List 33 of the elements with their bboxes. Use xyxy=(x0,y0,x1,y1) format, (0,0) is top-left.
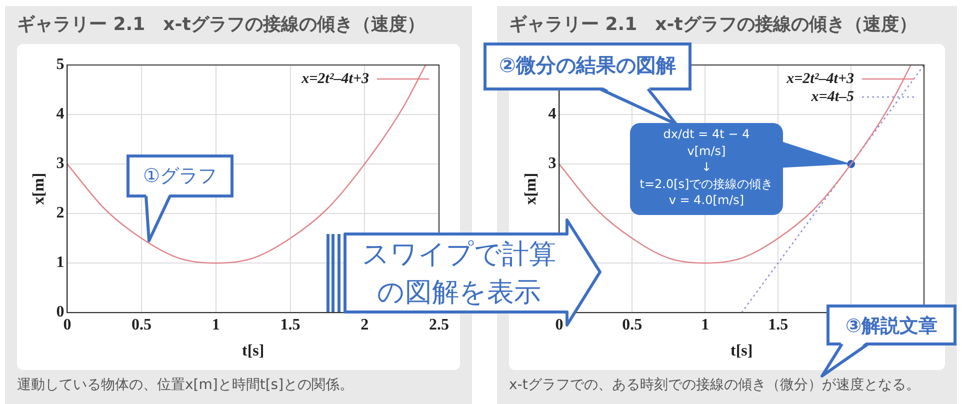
x-tick-label: 1.5 xyxy=(280,316,300,334)
x-tick-label: 2.5 xyxy=(429,316,449,334)
x-tick-label: 0.5 xyxy=(622,316,642,334)
y-axis-title: x[m] xyxy=(30,172,48,205)
x-tick-label: 0.5 xyxy=(132,316,152,334)
annotation: ①グラフ xyxy=(142,164,218,189)
annotation: dx/dt = 4t − 4 v[m/s] ↓ t=2.0[s]での接線の傾き v = 4.0[m/s] xyxy=(638,126,774,208)
x-axis-title: t[s] xyxy=(242,342,264,360)
x-tick-label: 1 xyxy=(701,316,710,334)
y-tick-label: 4 xyxy=(56,106,64,123)
y-tick-label: 4 xyxy=(548,106,556,123)
chart-title: ギャラリー 2.1 x-tグラフの接線の傾き（速度） xyxy=(17,13,425,36)
annotation: スワイプで計算 xyxy=(361,238,557,272)
y-axis-title: x[m] xyxy=(522,172,540,205)
chart-title: ギャラリー 2.1 x-tグラフの接線の傾き（速度） xyxy=(509,13,917,36)
x-tick-label: 1 xyxy=(212,316,220,334)
legend-label: x=2t²–4t+3 xyxy=(786,70,854,87)
y-tick-label: 3 xyxy=(56,155,64,172)
y-tick-label: 2 xyxy=(56,204,64,222)
text: 運動している物体の、位置x[m]と時間t[s]との関係。 xyxy=(17,376,354,394)
annotation: の図解を表示 xyxy=(376,276,542,310)
y-tick-label: 5 xyxy=(56,56,64,74)
x-tick-label: 1.5 xyxy=(768,316,788,334)
annotation: ②微分の結果の図解 xyxy=(498,52,677,79)
x-tick-label: 2 xyxy=(360,316,369,334)
y-tick-label: 3 xyxy=(548,155,556,172)
y-tick-label: 0 xyxy=(56,304,64,321)
y-tick-label: 1 xyxy=(56,254,64,272)
legend-label: x=4t–5 xyxy=(810,88,854,105)
text: x-tグラフでの、ある時刻での接線の傾き（微分）が速度となる。 xyxy=(509,376,920,394)
legend-label: x=2t²–4t+3 xyxy=(300,70,370,87)
text: ③解説文章 xyxy=(844,314,939,339)
x-axis-title: t[s] xyxy=(730,342,753,360)
